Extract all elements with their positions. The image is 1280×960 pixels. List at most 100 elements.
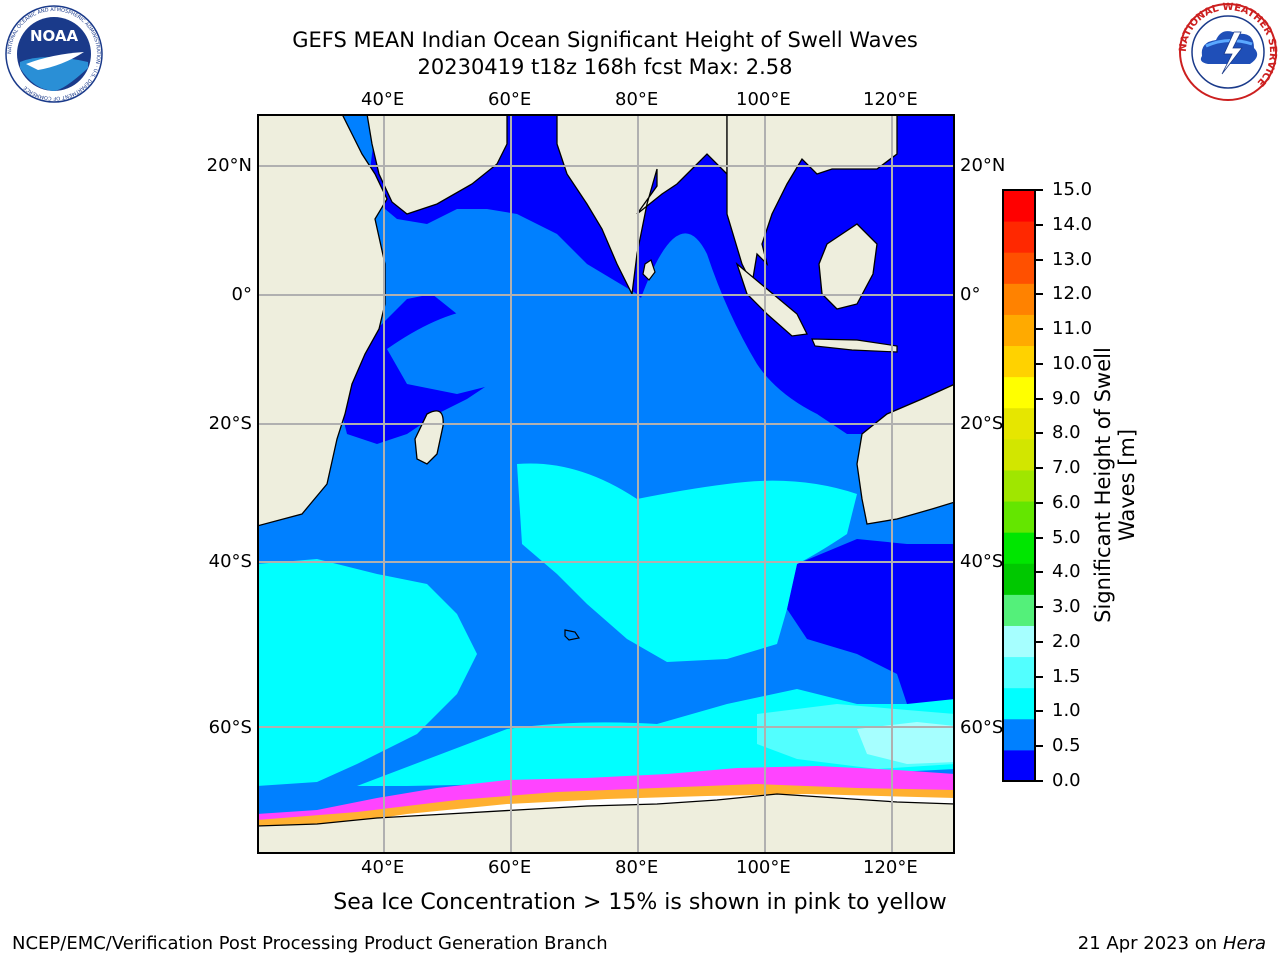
colorbar-tick-mark xyxy=(1035,467,1043,470)
colorbar-tick-label: 14.0 xyxy=(1052,213,1093,235)
colorbar-tick-mark xyxy=(1035,780,1043,782)
colorbar-segment xyxy=(1003,563,1035,595)
lon-label-top: 40°E xyxy=(361,89,405,110)
colorbar-segment xyxy=(1003,501,1035,533)
chart-title: GEFS MEAN Indian Ocean Significant Heigh… xyxy=(292,28,918,52)
colorbar-tick-mark xyxy=(1035,293,1043,296)
lon-label-top: 100°E xyxy=(736,89,791,110)
colorbar-tick-label: 0.5 xyxy=(1052,735,1081,757)
colorbar-tick-label: 5.0 xyxy=(1052,526,1081,548)
colorbar-tick-mark xyxy=(1035,362,1043,365)
colorbar-segment xyxy=(1003,594,1035,626)
colorbar-tick-label: 7.0 xyxy=(1052,457,1081,479)
colorbar-segment xyxy=(1003,718,1035,751)
colorbar-tick-mark xyxy=(1035,536,1043,539)
colorbar-tick-mark xyxy=(1035,397,1043,400)
lon-label-bottom: 120°E xyxy=(863,857,918,878)
colorbar-tick-label: 4.0 xyxy=(1052,561,1081,583)
colorbar-tick-mark xyxy=(1035,223,1043,226)
lon-label-bottom: 100°E xyxy=(736,857,791,878)
colorbar-tick-label: 9.0 xyxy=(1052,387,1081,409)
colorbar-tick-mark xyxy=(1035,571,1043,574)
colorbar-tick-mark xyxy=(1035,189,1043,191)
colorbar-tick-label: 10.0 xyxy=(1052,352,1093,374)
lat-label-right: 0° xyxy=(960,284,981,305)
colorbar-tick-label: 6.0 xyxy=(1052,491,1081,513)
land-borneo xyxy=(818,223,878,310)
land-sumatra xyxy=(735,262,808,337)
colorbar-tick-mark xyxy=(1035,675,1043,678)
colorbar-segment xyxy=(1003,345,1035,378)
colorbar-tick-mark xyxy=(1035,640,1043,643)
land-kerguelen xyxy=(564,629,580,641)
colorbar-segment xyxy=(1003,656,1035,689)
colorbar-segment xyxy=(1003,314,1035,347)
colorbar-tick-label: 0.0 xyxy=(1052,770,1081,791)
lon-label-top: 120°E xyxy=(863,89,918,110)
footer-date-text: 21 Apr 2023 on xyxy=(1077,933,1223,954)
lon-label-bottom: 80°E xyxy=(615,857,659,878)
ocean-swell-10-15-southwest xyxy=(257,559,477,786)
colorbar-segment xyxy=(1003,190,1035,222)
colorbar-tick-label: 12.0 xyxy=(1052,283,1093,305)
lon-label-top: 80°E xyxy=(615,89,659,110)
ocean-swell-20-25 xyxy=(857,722,955,764)
colorbar-tick-label: 3.0 xyxy=(1052,596,1081,618)
colorbar-tick-label: 15.0 xyxy=(1052,179,1093,200)
noaa-logo: NOAA NATIONAL OCEANIC AND ATMOSPHERIC AD… xyxy=(5,5,103,103)
land-australia xyxy=(856,383,955,525)
footer-date: 21 Apr 2023 on Hera xyxy=(1078,933,1266,954)
colorbar-segment xyxy=(1003,376,1035,409)
colorbar-tick-mark xyxy=(1035,432,1043,435)
colorbar-tick-mark xyxy=(1035,328,1043,331)
land-india xyxy=(556,114,728,297)
lat-label-left: 0° xyxy=(231,284,252,305)
land-java xyxy=(811,338,898,353)
lat-label-left: 20°N xyxy=(206,155,252,176)
land-arabia xyxy=(366,114,508,215)
ocean-swell-05-10-central xyxy=(587,233,837,444)
colorbar-segment xyxy=(1003,532,1035,564)
lat-label-right: 60°S xyxy=(960,717,1004,738)
land-antarctica xyxy=(257,793,955,854)
map-panel xyxy=(257,114,955,854)
colorbar-segment xyxy=(1003,252,1035,284)
colorbar-segment xyxy=(1003,221,1035,253)
colorbar-segment xyxy=(1003,687,1035,720)
colorbar-tick-mark xyxy=(1035,710,1043,713)
colorbar-segment xyxy=(1003,625,1035,658)
lon-label-bottom: 60°E xyxy=(488,857,532,878)
colorbar-segment xyxy=(1003,749,1035,782)
colorbar-segment xyxy=(1003,469,1035,502)
lat-label-right: 40°S xyxy=(960,551,1004,572)
sea-ice-caption: Sea Ice Concentration > 15% is shown in … xyxy=(333,890,947,915)
ocean-swell-05-10-arabian xyxy=(387,309,547,394)
footer-credit: NCEP/EMC/Verification Post Processing Pr… xyxy=(12,933,608,954)
colorbar-tick-label: 2.0 xyxy=(1052,630,1081,652)
lat-label-left: 40°S xyxy=(208,551,252,572)
colorbar-tick-label: 1.5 xyxy=(1052,665,1081,687)
colorbar-tick-mark xyxy=(1035,501,1043,504)
land-southeast-asia xyxy=(726,114,898,287)
colorbar-tick-mark xyxy=(1035,606,1043,609)
colorbar-tick-label: 1.0 xyxy=(1052,700,1081,722)
land-sri-lanka xyxy=(642,259,656,281)
chart-subtitle: 20230419 t18z 168h fcst Max: 2.58 xyxy=(417,55,793,79)
lat-label-left: 60°S xyxy=(208,717,252,738)
colorbar-segment xyxy=(1003,438,1035,471)
ocean-swell-0-05-southeast xyxy=(787,539,955,704)
lon-label-bottom: 40°E xyxy=(361,857,405,878)
colorbar-tick-label: 13.0 xyxy=(1052,248,1093,270)
colorbar-tick-mark xyxy=(1035,258,1043,261)
map-gridlines xyxy=(257,114,955,854)
colorbar-tick-mark xyxy=(1035,745,1043,748)
colorbar xyxy=(1002,189,1036,782)
nws-logo: NATIONAL WEATHER SERVICE xyxy=(1178,2,1278,101)
footer-host: Hera xyxy=(1222,933,1266,954)
lat-label-right: 20°N xyxy=(960,155,1006,176)
noaa-logo-text: NOAA xyxy=(30,27,79,45)
lat-label-right: 20°S xyxy=(960,413,1004,434)
colorbar-label: Significant Height of Swell Waves [m] xyxy=(1091,347,1139,623)
lat-label-left: 20°S xyxy=(208,413,252,434)
lon-label-top: 60°E xyxy=(488,89,532,110)
